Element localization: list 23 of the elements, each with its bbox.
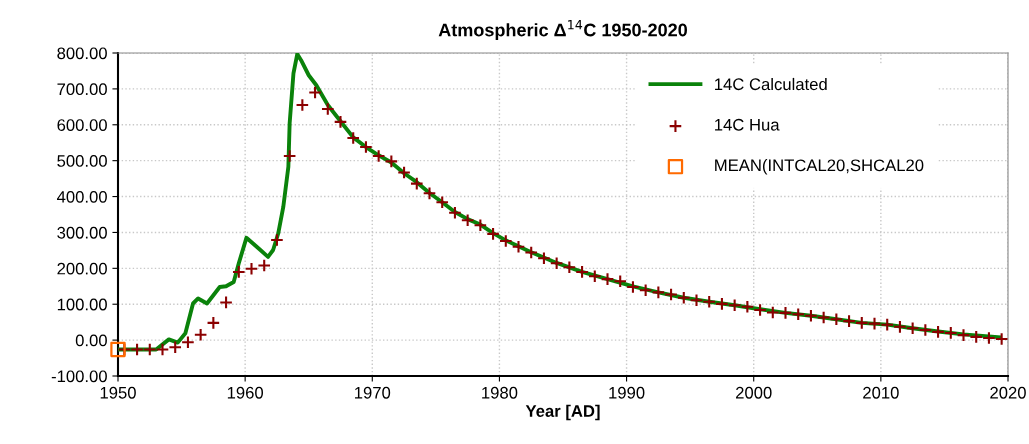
x-tick-label: 1980 (482, 386, 518, 399)
y-tick-label: 700.00 (57, 83, 107, 96)
x-tick-label: 1990 (609, 386, 645, 399)
x-tick-label: 2000 (736, 386, 772, 399)
x-axis-title: Year [AD] (525, 404, 600, 421)
legend-label: 14C Hua (715, 118, 780, 131)
y-tick-label: 200.00 (57, 262, 107, 275)
x-tick-label: 1950 (100, 386, 136, 399)
y-tick-label: 300.00 (57, 226, 107, 239)
x-tick-label: 1960 (227, 386, 264, 399)
y-tick-label: 800.00 (57, 47, 107, 60)
x-tick-label: 2020 (990, 386, 1026, 399)
y-tick-label: 100.00 (57, 298, 107, 311)
legend-label: 14C Calculated (715, 77, 827, 91)
y-tick-label: 400.00 (56, 190, 107, 203)
chart-title: Atmospheric Δ$^{14}$C 1950-2020 (438, 20, 687, 40)
x-tick-label: 2010 (863, 386, 899, 399)
y-tick-label: 0.00 (75, 334, 107, 347)
legend-label: MEAN(INTCAL20,SHCAL20 (715, 158, 924, 175)
y-tick-label: 500.00 (57, 155, 107, 167)
y-tick-label: 600.00 (57, 119, 107, 131)
y-tick-label: -100.00 (51, 370, 107, 383)
x-tick-label: 1970 (355, 386, 391, 399)
